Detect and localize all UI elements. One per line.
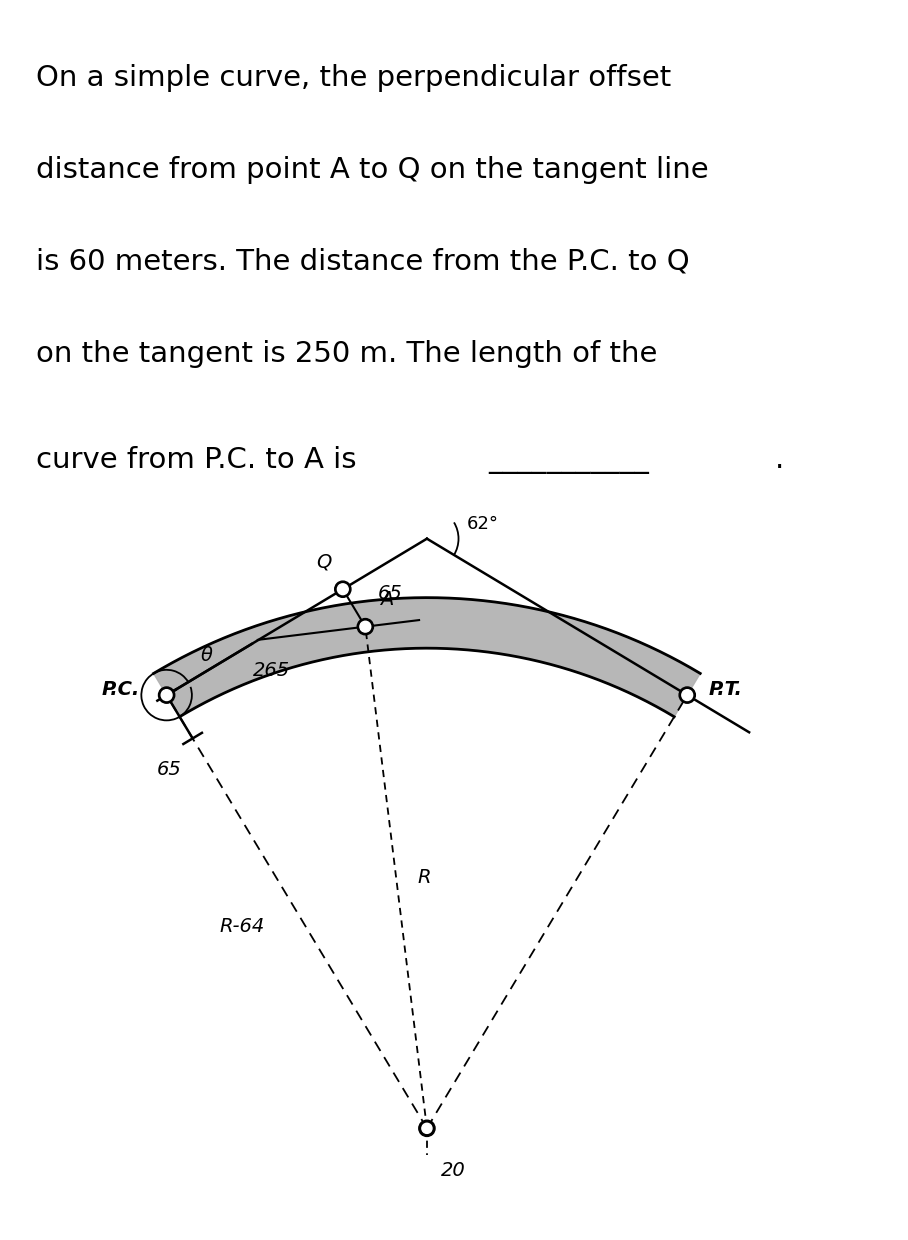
Text: .: . xyxy=(775,445,785,474)
Circle shape xyxy=(422,1123,432,1133)
Circle shape xyxy=(357,619,373,635)
Text: 65: 65 xyxy=(378,584,402,604)
Circle shape xyxy=(679,687,696,703)
Text: is 60 meters. The distance from the P.C. to Q: is 60 meters. The distance from the P.C.… xyxy=(36,248,690,275)
Text: 65: 65 xyxy=(157,760,182,779)
Text: R: R xyxy=(418,868,431,887)
Text: Q: Q xyxy=(317,552,332,572)
Text: 20: 20 xyxy=(441,1161,466,1179)
Circle shape xyxy=(682,689,693,701)
Text: on the tangent is 250 m. The length of the: on the tangent is 250 m. The length of t… xyxy=(36,340,657,367)
Text: 265: 265 xyxy=(253,661,290,680)
Circle shape xyxy=(338,584,349,595)
Text: A: A xyxy=(380,590,393,609)
Text: 62°: 62° xyxy=(467,516,498,533)
Circle shape xyxy=(162,689,172,701)
Text: P.T.: P.T. xyxy=(709,681,743,699)
Circle shape xyxy=(159,687,174,703)
Text: distance from point A to Q on the tangent line: distance from point A to Q on the tangen… xyxy=(36,156,709,184)
Text: ___________: ___________ xyxy=(489,445,649,474)
Text: P.C.: P.C. xyxy=(102,681,140,699)
Text: R-64: R-64 xyxy=(219,916,264,936)
Text: On a simple curve, the perpendicular offset: On a simple curve, the perpendicular off… xyxy=(36,64,672,92)
Circle shape xyxy=(360,621,370,632)
Circle shape xyxy=(419,1120,435,1136)
Circle shape xyxy=(335,582,351,598)
Polygon shape xyxy=(153,598,700,717)
Text: curve from P.C. to A is: curve from P.C. to A is xyxy=(36,445,366,474)
Text: θ: θ xyxy=(201,646,212,665)
